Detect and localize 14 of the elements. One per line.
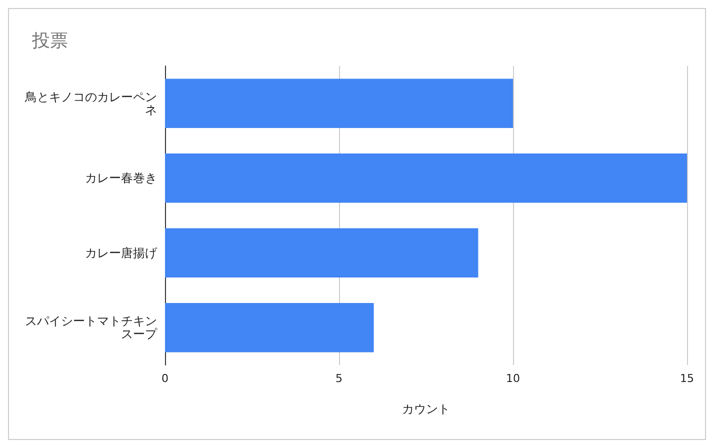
x-tick-label: 15 (680, 372, 694, 385)
chart-title: 投票 (31, 30, 68, 52)
bar (165, 153, 687, 203)
x-tick-label: 5 (336, 372, 342, 385)
x-tick-label: 10 (506, 372, 520, 385)
y-tick-label: 鳥とキノコのカレーペンネ (24, 90, 157, 117)
y-tick-label: カレー春巻き (85, 171, 157, 186)
y-tick-label: カレー唐揚げ (85, 246, 158, 260)
bar (165, 78, 513, 128)
y-tick-label: スパイシートマトチキンスープ (25, 314, 158, 342)
x-tick-label: 0 (162, 372, 168, 385)
bar (165, 228, 478, 278)
bar (165, 302, 374, 352)
x-axis-title: カウント (402, 402, 450, 416)
